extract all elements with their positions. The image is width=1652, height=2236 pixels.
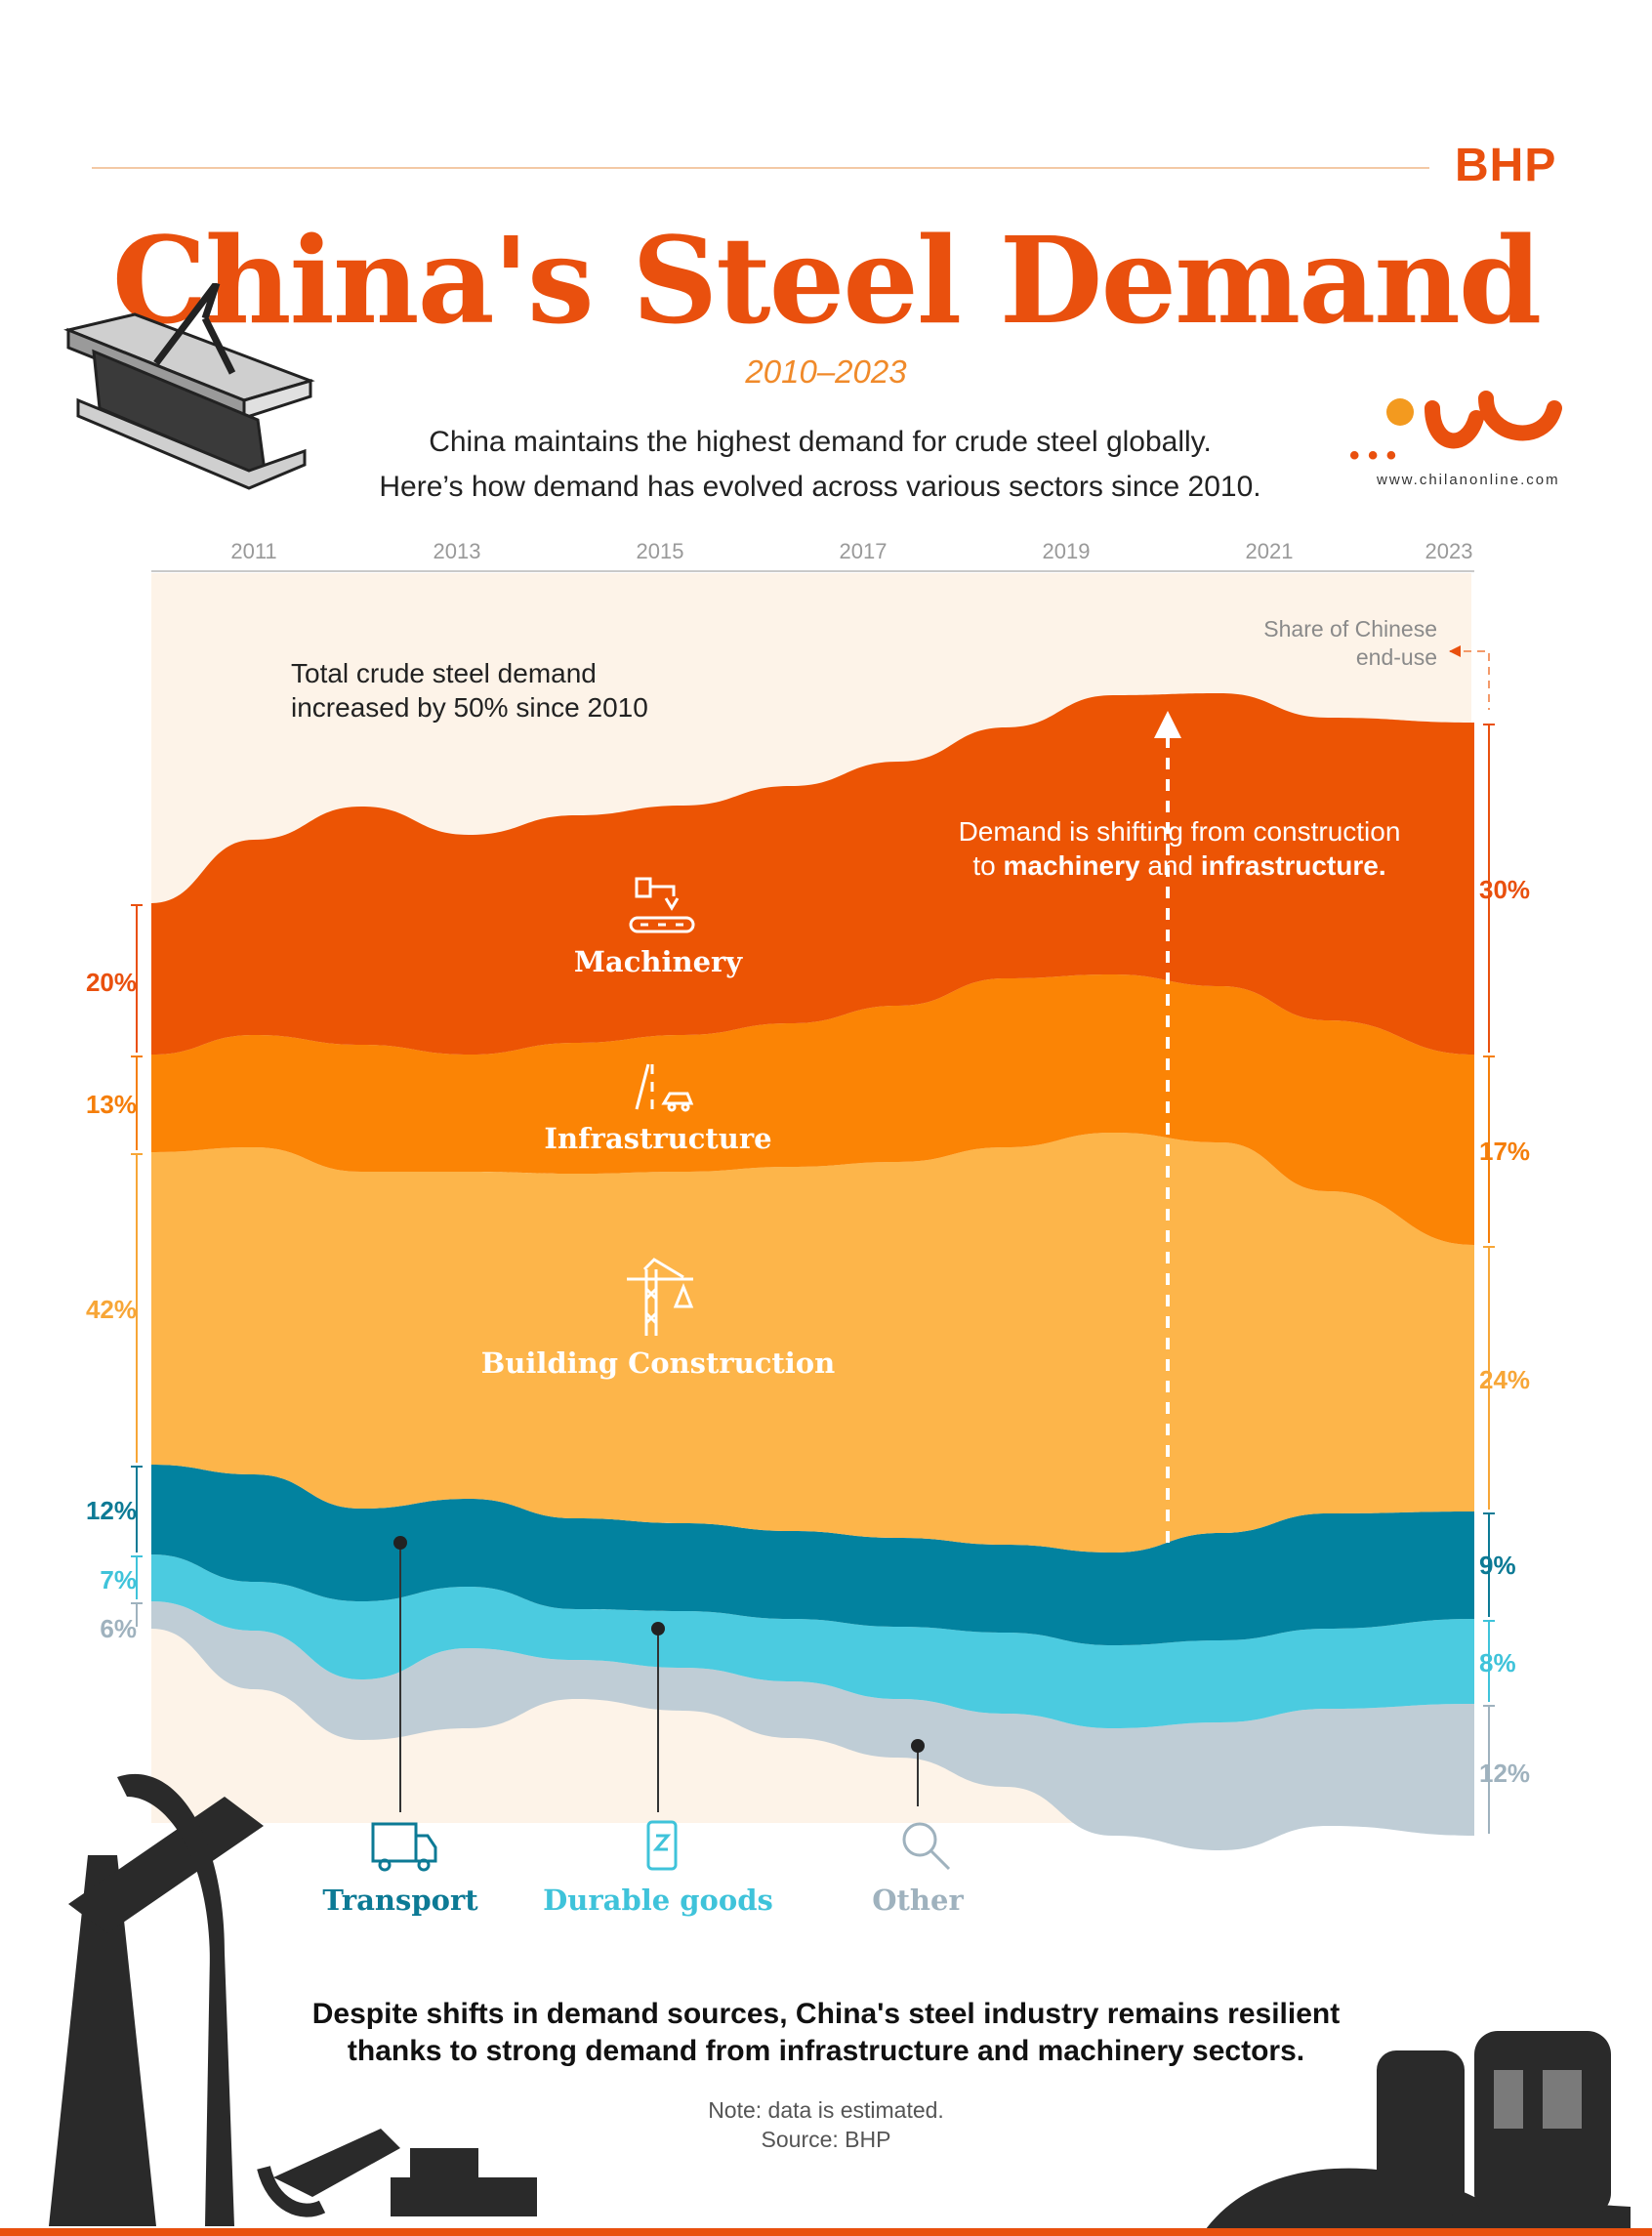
callout-dot bbox=[651, 1622, 665, 1636]
end-share-label: 9% bbox=[1479, 1551, 1516, 1580]
area-layers bbox=[151, 693, 1474, 1850]
start-share-label: 42% bbox=[86, 1295, 137, 1324]
sector-labels: Other Durable goods Transport Building Cons… bbox=[322, 945, 964, 1917]
footer-source: Source: BHP bbox=[761, 2127, 891, 2152]
watermark-logo: • • • bbox=[1349, 391, 1562, 472]
infrastructure-icon bbox=[635, 1063, 694, 1112]
x-tick-label: 2011 bbox=[230, 539, 276, 563]
footer-summary-line1: Despite shifts in demand sources, China'… bbox=[311, 1998, 1341, 2030]
footer-note-estimate: Note: data is estimated. bbox=[708, 2097, 944, 2123]
svg-text:• • •: • • • bbox=[1349, 439, 1396, 472]
end-share-label: 8% bbox=[1479, 1648, 1516, 1677]
end-share-label: 17% bbox=[1479, 1137, 1530, 1166]
footer-note: Note: data is estimated. Source: BHP bbox=[0, 2095, 1652, 2154]
machinery-icon bbox=[629, 877, 695, 933]
shift-annotation-line2: to machinery and infrastructure. bbox=[972, 850, 1385, 881]
watermark-url: www.chilanonline.com bbox=[1377, 472, 1560, 488]
area-infrastructure bbox=[151, 974, 1474, 1245]
durable-goods-icon bbox=[646, 1820, 678, 1871]
end-share-label: 30% bbox=[1479, 875, 1530, 904]
left-share-axis: 6% 7% 12% 42% 13% 20% bbox=[86, 904, 143, 1643]
total-demand-annotation-line2: increased by 50% since 2010 bbox=[291, 692, 648, 723]
x-tick-label: 2015 bbox=[637, 539, 684, 563]
end-share-label: 12% bbox=[1479, 1759, 1530, 1788]
footer-summary-line2: thanks to strong demand from infrastruct… bbox=[347, 2035, 1305, 2067]
callout-dot bbox=[911, 1739, 925, 1753]
start-share-label: 13% bbox=[86, 1090, 137, 1119]
x-tick-label: 2023 bbox=[1425, 539, 1473, 563]
x-axis: 2011 2013 2015 2017 2019 2021 2023 bbox=[230, 539, 1472, 563]
start-share-label: 20% bbox=[86, 968, 137, 997]
intro-line-1: China maintains the highest demand for c… bbox=[429, 426, 1212, 458]
sector-label-machinery: Machinery bbox=[574, 945, 743, 978]
x-tick-label: 2019 bbox=[1043, 539, 1091, 563]
header-rule bbox=[92, 167, 1429, 169]
sector-label-durable-goods: Durable goods bbox=[543, 1884, 773, 1917]
other-icon bbox=[902, 1822, 951, 1871]
callout-dot bbox=[393, 1536, 407, 1550]
sector-label-other: Other bbox=[872, 1884, 964, 1917]
sector-label-infrastructure: Infrastructure bbox=[544, 1122, 771, 1155]
intro-text: China maintains the highest demand for c… bbox=[293, 420, 1347, 510]
factory-silhouette bbox=[1201, 2031, 1631, 2236]
page-subtitle: 2010–2023 bbox=[745, 353, 907, 390]
end-share-label: 24% bbox=[1479, 1365, 1530, 1394]
footer-summary: Despite shifts in demand sources, China'… bbox=[195, 1996, 1457, 2070]
right-axis-label-line2: end-use bbox=[1356, 644, 1437, 670]
start-share-label: 7% bbox=[100, 1565, 137, 1594]
start-share-label: 12% bbox=[86, 1496, 137, 1525]
crane-icon bbox=[627, 1258, 694, 1336]
shift-annotation-line1: Demand is shifting from construction bbox=[959, 816, 1401, 847]
total-demand-annotation-line1: Total crude steel demand bbox=[291, 658, 597, 688]
area-machinery bbox=[151, 693, 1474, 1055]
transport-icon bbox=[371, 1822, 437, 1872]
start-share-label: 6% bbox=[100, 1614, 137, 1643]
shift-arrow-head bbox=[1154, 711, 1181, 738]
sector-label-transport: Transport bbox=[322, 1884, 478, 1917]
page-title: China's Steel Demand bbox=[111, 210, 1542, 351]
oil-pump-silhouette bbox=[49, 1773, 537, 2226]
intro-line-2: Here’s how demand has evolved across var… bbox=[379, 471, 1261, 503]
x-tick-label: 2013 bbox=[434, 539, 481, 563]
area-transport bbox=[151, 1465, 1474, 1645]
area-other bbox=[151, 1601, 1474, 1850]
bottom-accent-bar bbox=[0, 2228, 1652, 2236]
steel-beam-icon bbox=[63, 283, 315, 490]
area-building-construction bbox=[151, 1133, 1474, 1553]
x-tick-label: 2021 bbox=[1246, 539, 1294, 563]
right-axis-label-line1: Share of Chinese bbox=[1263, 616, 1437, 642]
right-share-axis: 12% 8% 9% 24% 17% 30% bbox=[1479, 724, 1530, 1834]
sector-label-building-construction: Building Construction bbox=[481, 1346, 835, 1380]
brand-logo: BHP bbox=[1455, 140, 1557, 191]
sector-callouts bbox=[393, 1536, 925, 1812]
area-durable-goods bbox=[151, 1554, 1474, 1728]
x-tick-label: 2017 bbox=[840, 539, 888, 563]
